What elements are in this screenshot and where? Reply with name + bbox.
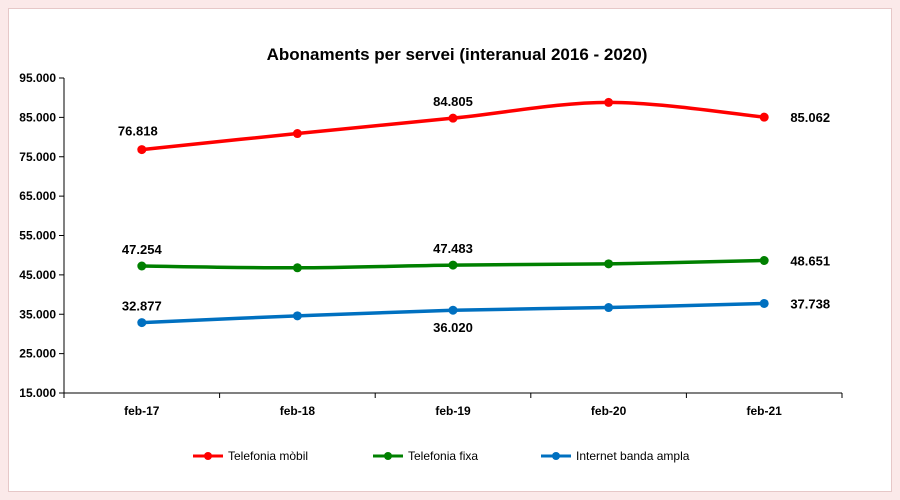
x-tick-label: feb-18 bbox=[280, 404, 316, 418]
data-label: 32.877 bbox=[122, 299, 162, 314]
data-point bbox=[292, 129, 302, 139]
data-label: 76.818 bbox=[118, 124, 158, 139]
series-internet-banda-ampla: 32.877 36.020 37.738 bbox=[122, 296, 830, 335]
chart-frame bbox=[8, 8, 892, 492]
y-tick-label: 95.000 bbox=[19, 71, 56, 85]
data-label: 47.254 bbox=[122, 242, 163, 257]
legend-label: Internet banda ampla bbox=[576, 449, 690, 463]
y-tick-label: 75.000 bbox=[19, 150, 56, 164]
x-tick-label: feb-21 bbox=[747, 404, 783, 418]
data-point bbox=[137, 261, 147, 271]
y-tick-label: 45.000 bbox=[19, 268, 56, 282]
y-tick-label: 25.000 bbox=[19, 347, 56, 361]
data-point bbox=[759, 298, 769, 308]
legend-swatch-marker bbox=[204, 452, 212, 460]
data-point bbox=[137, 318, 147, 328]
data-point bbox=[759, 255, 769, 265]
legend-item: Telefonia fixa bbox=[373, 449, 478, 463]
x-tick-label: feb-19 bbox=[435, 404, 471, 418]
data-label: 37.738 bbox=[790, 296, 830, 311]
data-label: 47.483 bbox=[433, 241, 473, 256]
series-telefonia-m-bil: 76.818 84.805 85.062 bbox=[118, 94, 830, 155]
legend-label: Telefonia fixa bbox=[408, 449, 478, 463]
x-tick-label: feb-17 bbox=[124, 404, 160, 418]
y-tick-label: 85.000 bbox=[19, 110, 56, 124]
data-point bbox=[604, 97, 614, 107]
y-tick-label: 35.000 bbox=[19, 307, 56, 321]
data-point bbox=[448, 113, 458, 123]
y-tick-label: 15.000 bbox=[19, 386, 56, 400]
chart-title: Abonaments per servei (interanual 2016 -… bbox=[267, 45, 648, 64]
legend-label: Telefonia mòbil bbox=[228, 449, 308, 463]
legend-item: Internet banda ampla bbox=[541, 449, 690, 463]
data-label: 84.805 bbox=[433, 94, 473, 109]
data-point bbox=[292, 311, 302, 321]
data-label: 36.020 bbox=[433, 320, 473, 335]
data-point bbox=[137, 145, 147, 155]
data-point bbox=[604, 259, 614, 269]
data-point bbox=[448, 305, 458, 315]
chart-axes: 95.000 85.000 75.000 65.000 55.000 45.000 35.0… bbox=[19, 71, 843, 418]
data-point bbox=[292, 263, 302, 273]
x-tick-label: feb-20 bbox=[591, 404, 627, 418]
series-line bbox=[140, 100, 766, 152]
series-telefonia-fixa: 47.254 47.483 48.651 bbox=[122, 241, 830, 273]
chart-legend: Telefonia mòbil Telefonia fixa Internet ba… bbox=[193, 449, 690, 463]
legend-swatch-marker bbox=[384, 452, 392, 460]
legend-swatch-marker bbox=[552, 452, 560, 460]
data-label: 48.651 bbox=[790, 253, 830, 268]
series-layer: 76.818 84.805 85.062 47.254 47.483 48.651 32.8… bbox=[118, 94, 830, 335]
y-tick-label: 65.000 bbox=[19, 189, 56, 203]
data-point bbox=[448, 260, 458, 270]
data-point bbox=[759, 112, 769, 122]
legend-item: Telefonia mòbil bbox=[193, 449, 308, 463]
y-tick-label: 55.000 bbox=[19, 229, 56, 243]
data-label: 85.062 bbox=[790, 110, 830, 125]
data-point bbox=[604, 303, 614, 313]
